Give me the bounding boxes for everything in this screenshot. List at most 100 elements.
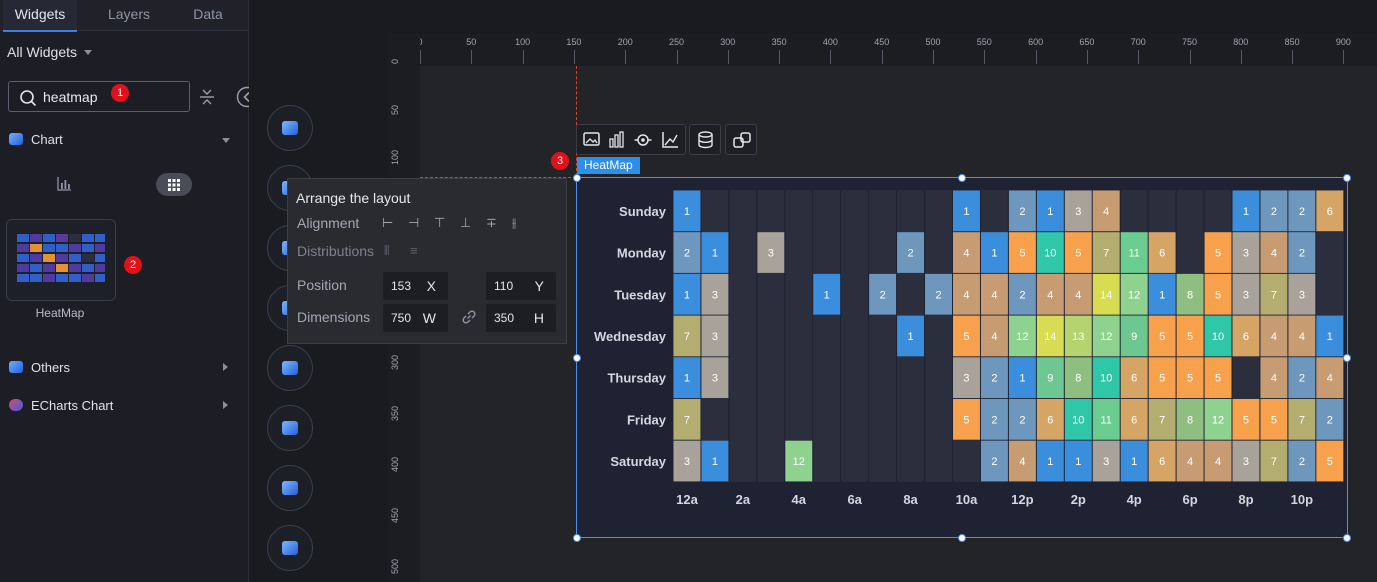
heatmap-cell-label: 3 [963, 373, 969, 385]
heatmap-cell [1064, 273, 1092, 315]
heatmap-cell [1288, 399, 1316, 440]
bar-chart-icon[interactable] [608, 131, 625, 148]
heatmap-cell [1064, 399, 1092, 440]
align-bottom-icon[interactable]: ⊥ [460, 215, 472, 230]
tab-data[interactable]: Data [193, 6, 223, 22]
tool-button-6[interactable] [267, 405, 313, 451]
resize-handle-top-right[interactable] [1343, 174, 1351, 182]
collapse-all-icon[interactable] [199, 88, 215, 106]
search-box [8, 81, 190, 112]
heatmap-cell-label: 4 [1187, 456, 1193, 468]
heatmap-cell-label: 2 [935, 289, 941, 301]
heatmap-cell-label: 6 [1159, 248, 1165, 260]
heatmap-cell [1232, 440, 1260, 482]
heatmap-cell [673, 273, 701, 315]
category-chart[interactable]: Chart [31, 132, 63, 147]
heatmap-cell-label: 1 [908, 331, 914, 343]
tool-button-8[interactable] [267, 525, 313, 571]
heatmap-cell-label: 1 [684, 373, 690, 385]
resize-handle-bottom-left[interactable] [573, 534, 581, 542]
ruler-left-tick: 100 [390, 149, 400, 165]
heatmap-cell [1148, 357, 1176, 398]
alignment-label: Alignment [297, 215, 360, 231]
ruler-top-tick: 450 [874, 37, 890, 47]
tab-layers[interactable]: Layers [107, 6, 151, 22]
position-y-unit: Y [534, 278, 544, 294]
all-widgets-dropdown[interactable]: All Widgets [7, 44, 92, 60]
heatmap-cell-label: 8 [1187, 414, 1193, 426]
resize-handle-right[interactable] [1343, 354, 1351, 362]
heatmap-cell [1064, 315, 1092, 357]
heatmap-cell [1120, 232, 1148, 273]
heatmap-hour-label: 8a [903, 492, 918, 507]
heatmap-cell [1176, 399, 1204, 440]
image-icon[interactable] [583, 132, 600, 147]
heatmap-cell-label: 5 [1327, 456, 1333, 468]
resize-handle-left[interactable] [573, 354, 581, 362]
chevron-right-icon[interactable] [223, 401, 228, 409]
category-echarts[interactable]: ECharts Chart [31, 398, 114, 413]
bar-chart-view-icon[interactable] [56, 176, 72, 192]
distribute-vertical-icon[interactable]: ≡ [410, 243, 418, 258]
heatmap-cell-label: 2 [1019, 206, 1025, 218]
heatmap-cell [1204, 440, 1232, 482]
width-field[interactable]: 750 W [383, 304, 448, 332]
grid-view-toggle[interactable] [156, 173, 192, 196]
align-right-icon[interactable]: ⊣ [408, 215, 420, 230]
position-label: Position [297, 277, 347, 293]
resize-handle-top-left[interactable] [573, 174, 581, 182]
heatmap-cell [1316, 190, 1344, 232]
interaction-button[interactable] [725, 124, 757, 155]
heatmap-cell-label: 4 [1047, 289, 1053, 301]
view-icon[interactable] [634, 131, 652, 149]
align-center-vertical-icon[interactable]: ∓ [486, 215, 497, 230]
search-input[interactable] [43, 88, 163, 106]
heatmap-cell-label: 2 [1299, 456, 1305, 468]
heatmap-cell-label: 9 [1047, 373, 1053, 385]
data-source-button[interactable] [689, 124, 721, 155]
position-y-field[interactable]: 110 Y [486, 272, 556, 300]
ruler-left-tick: 350 [390, 405, 400, 421]
resize-handle-bottom[interactable] [958, 534, 966, 542]
position-x-field[interactable]: 153 X [383, 272, 448, 300]
guide-line-vertical [576, 66, 577, 176]
distribute-horizontal-icon[interactable]: ⫴ [384, 243, 390, 258]
heatmap-cell-label: 1 [824, 289, 830, 301]
heatmap-cell [1204, 273, 1232, 315]
heatmap-cell-label: 4 [991, 331, 997, 343]
heatmap-hour-label: 6p [1182, 492, 1197, 507]
tool-button-5[interactable] [267, 345, 313, 391]
heatmap-cell [1148, 232, 1176, 273]
heatmap-cell-label: 1 [1327, 331, 1333, 343]
heatmap-cell-label: 4 [963, 289, 969, 301]
align-top-icon[interactable]: ⊤ [434, 215, 446, 230]
heatmap-cell-label: 3 [712, 331, 718, 343]
heatmap-cell-label: 1 [1047, 456, 1053, 468]
align-left-icon[interactable]: ⊢ [382, 215, 394, 230]
tab-widgets[interactable]: Widgets [3, 0, 77, 32]
heatmap-cell [1176, 273, 1204, 315]
heatmap-cell [1092, 315, 1120, 357]
ruler-top-tick: 750 [1182, 37, 1198, 47]
heatmap-cell-label: 2 [1271, 206, 1277, 218]
heatmap-cell [1260, 315, 1288, 357]
heatmap-cell-label: 1 [991, 248, 997, 260]
heatmap-cell-label: 6 [1243, 331, 1249, 343]
heatmap-cell-label: 5 [1215, 248, 1221, 260]
link-icon[interactable] [460, 308, 478, 326]
heatmap-hour-label: 2p [1071, 492, 1086, 507]
resize-handle-top[interactable] [958, 174, 966, 182]
chevron-down-icon[interactable] [222, 138, 230, 143]
align-center-horizontal-icon[interactable]: ⫲ [512, 215, 517, 230]
tool-button-7[interactable] [267, 465, 313, 511]
tool-button-1[interactable] [267, 105, 313, 151]
resize-handle-bottom-right[interactable] [1343, 534, 1351, 542]
height-field[interactable]: 350 H [486, 304, 556, 332]
chevron-right-icon[interactable] [223, 363, 228, 371]
heatmap-widget-card[interactable] [6, 219, 116, 301]
category-others[interactable]: Others [31, 360, 71, 375]
heatmap-cell [1260, 357, 1288, 398]
heatmap-widget-label: HeatMap [35, 306, 85, 320]
all-widgets-label: All Widgets [7, 44, 78, 60]
axis-icon[interactable] [660, 130, 680, 150]
